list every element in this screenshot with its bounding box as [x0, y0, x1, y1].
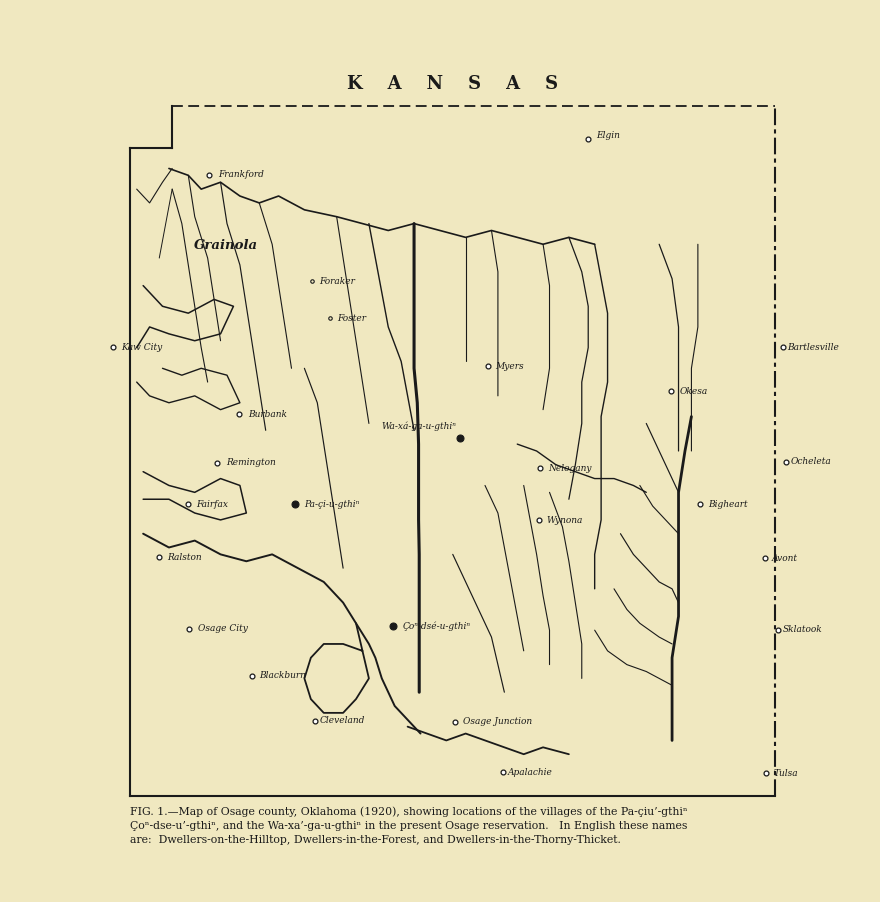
Text: Kaw City: Kaw City [121, 343, 163, 352]
Text: Fairfax: Fairfax [196, 500, 228, 509]
Text: Okesa: Okesa [679, 387, 708, 396]
Text: Blackburn: Blackburn [260, 671, 306, 680]
Text: Foraker: Foraker [319, 277, 356, 286]
Text: Osage Junction: Osage Junction [463, 717, 532, 726]
Text: Çoⁿ-dsé-u-gthiⁿ: Çoⁿ-dsé-u-gthiⁿ [403, 621, 471, 630]
Text: Myers: Myers [495, 362, 524, 371]
Text: Ocheleta: Ocheleta [790, 457, 831, 466]
Text: Sklatook: Sklatook [782, 625, 822, 634]
Text: Osage City: Osage City [198, 624, 248, 633]
Text: Avont: Avont [772, 554, 798, 563]
Text: K    A    N    S    A    S: K A N S A S [348, 75, 558, 93]
Text: Frankford: Frankford [218, 170, 264, 179]
Text: Burbank: Burbank [248, 410, 287, 419]
Text: Foster: Foster [337, 314, 366, 323]
Bar [130, 106, 775, 796]
Text: Tulsa: Tulsa [774, 769, 798, 778]
Text: Wa-xá-ga-u-gthiⁿ: Wa-xá-ga-u-gthiⁿ [381, 422, 456, 431]
Text: Ralston: Ralston [167, 553, 202, 562]
Text: Bigheart: Bigheart [708, 500, 748, 509]
Text: Apalachie: Apalachie [508, 768, 553, 777]
Text: Elgin: Elgin [597, 131, 620, 140]
Text: Pa-çi-u-gthiⁿ: Pa-çi-u-gthiⁿ [304, 500, 360, 509]
Text: Bartlesville: Bartlesville [788, 343, 840, 352]
Text: FIG. 1.—Map of Osage county, Oklahoma (1920), showing locations of the villages : FIG. 1.—Map of Osage county, Oklahoma (1… [130, 806, 688, 845]
Text: Remington: Remington [226, 458, 276, 467]
Text: Cleveland: Cleveland [319, 716, 365, 725]
Text: Wynona: Wynona [546, 516, 583, 525]
Text: Nelogany: Nelogany [548, 464, 591, 473]
Text: Grainola: Grainola [194, 239, 258, 252]
